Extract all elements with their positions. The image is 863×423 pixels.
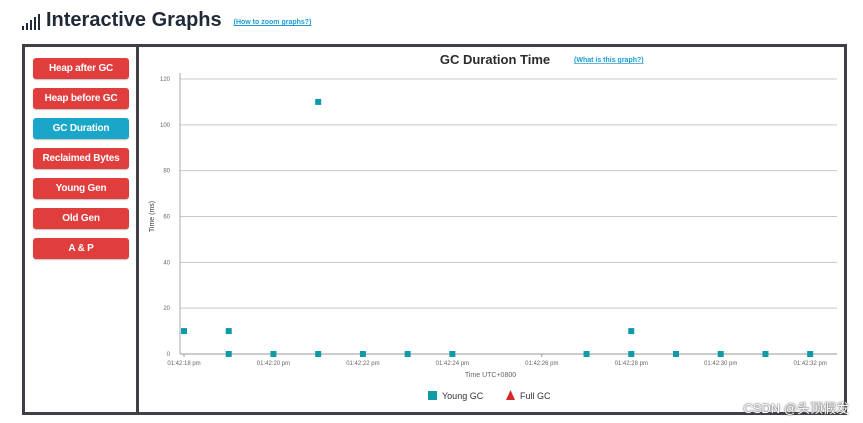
page-title: Interactive Graphs: [46, 9, 222, 31]
y-tick-label: 100: [160, 123, 171, 129]
legend-label: Full GC: [520, 391, 551, 401]
y-tick-label: 80: [163, 169, 170, 175]
x-tick-label: 01:42:20 pm: [257, 361, 290, 367]
axis-layer: 0 20 40 60 80 100 120 01:42:18 pm 01:42:20 pm 01:…: [149, 73, 837, 379]
x-tick-label: 01:42:28 pm: [615, 361, 648, 367]
young-gc-point[interactable]: [404, 351, 411, 357]
y-tick-label: 60: [163, 215, 170, 221]
y-tick-label: 120: [160, 77, 171, 83]
y-tick-label: 40: [163, 260, 170, 266]
young-gc-point[interactable]: [225, 351, 232, 357]
page-header: Interactive Graphs (How to zoom graphs?): [22, 4, 311, 34]
heap-after-gc-button[interactable]: Heap after GC: [33, 58, 129, 79]
young-gc-point[interactable]: [762, 351, 769, 357]
legend-full-gc-swatch: [506, 390, 515, 400]
young-gc-point[interactable]: [225, 328, 232, 335]
old-gen-button[interactable]: Old Gen: [33, 208, 129, 229]
young-gc-point[interactable]: [628, 328, 635, 335]
young-gc-point[interactable]: [672, 351, 679, 357]
young-gc-point[interactable]: [315, 98, 322, 105]
x-tick-label: 01:42:26 pm: [525, 361, 558, 367]
young-gc-point[interactable]: [717, 351, 724, 357]
x-tick-label: 01:42:24 pm: [436, 361, 469, 367]
x-tick-label: 01:42:32 pm: [793, 361, 826, 367]
x-tick-label: 01:42:22 pm: [346, 361, 379, 367]
gc-duration-chart: GC Duration Time (What is this graph?) 0…: [149, 52, 837, 401]
graph-selector-sidebar: Heap after GC Heap before GC GC Duration…: [25, 47, 139, 412]
signal-bars-icon: [22, 10, 40, 34]
x-tick-label: 01:42:18 pm: [167, 361, 200, 367]
a-and-p-button[interactable]: A & P: [33, 238, 129, 259]
heap-before-gc-button[interactable]: Heap before GC: [33, 88, 129, 109]
young-gc-point[interactable]: [315, 351, 322, 357]
y-axis-label: Time (ms): [149, 201, 156, 232]
x-axis-label: Time UTC+0800: [465, 372, 516, 379]
x-tick-label: 01:42:30 pm: [704, 361, 737, 367]
young-gc-point[interactable]: [181, 328, 187, 335]
graphs-frame: Heap after GC Heap before GC GC Duration…: [22, 44, 847, 415]
chart-panel: GC Duration Time (What is this graph?) 0…: [142, 47, 844, 412]
young-gc-point[interactable]: [628, 351, 635, 357]
young-gen-button[interactable]: Young Gen: [33, 178, 129, 199]
young-gc-point[interactable]: [270, 351, 277, 357]
chart-title: GC Duration Time: [440, 52, 550, 67]
reclaimed-bytes-button[interactable]: Reclaimed Bytes: [33, 148, 129, 169]
young-gc-point[interactable]: [807, 351, 814, 357]
what-is-this-graph-link[interactable]: (What is this graph?): [574, 57, 644, 64]
young-gc-point[interactable]: [359, 351, 366, 357]
points-layer[interactable]: [181, 98, 814, 357]
gc-duration-button[interactable]: GC Duration: [33, 118, 129, 139]
legend[interactable]: Young GC Full GC: [428, 390, 551, 401]
legend-label: Young GC: [442, 391, 484, 401]
watermark: CSDN @头顶假发: [743, 401, 849, 416]
young-gc-point[interactable]: [583, 351, 590, 357]
y-tick-label: 0: [167, 352, 171, 358]
grid-layer: [180, 78, 837, 355]
y-tick-label: 20: [163, 306, 170, 312]
legend-young-gc-swatch: [428, 391, 437, 400]
young-gc-point[interactable]: [449, 351, 456, 357]
how-to-zoom-link[interactable]: (How to zoom graphs?): [233, 19, 312, 26]
